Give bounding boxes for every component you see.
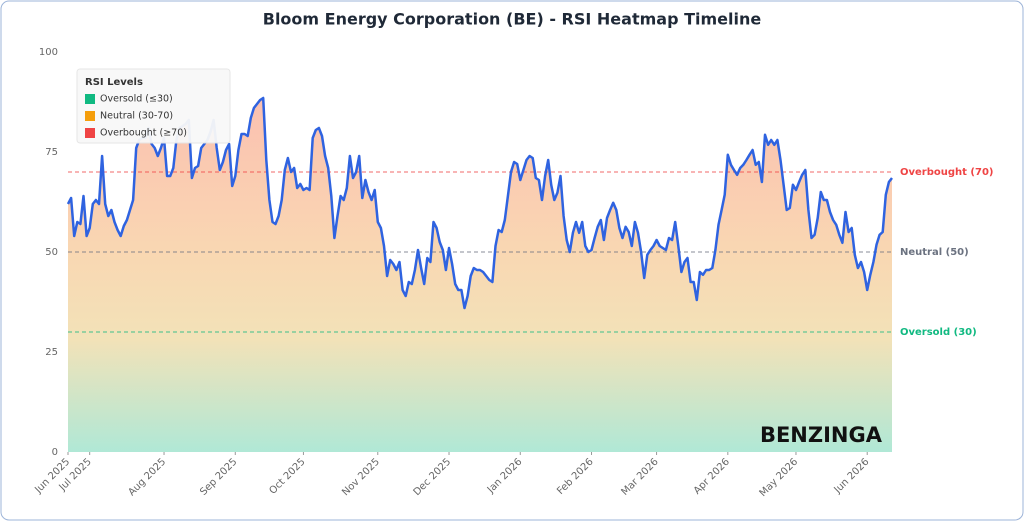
legend-label: Overbought (≥70) [100, 128, 187, 139]
y-tick-label: 50 [45, 247, 58, 258]
legend-label: Neutral (30-70) [100, 111, 173, 122]
watermark: BENZINGA [760, 423, 883, 447]
y-tick-label: 75 [45, 147, 58, 158]
legend-label: Oversold (≤30) [100, 94, 173, 105]
legend-swatch [85, 111, 95, 121]
y-tick-label: 0 [52, 447, 58, 458]
y-tick-label: 100 [39, 47, 58, 58]
legend-title: RSI Levels [85, 77, 143, 88]
reference-label: Overbought (70) [900, 167, 993, 178]
reference-label: Neutral (50) [900, 247, 969, 258]
area [68, 98, 892, 452]
legend-swatch [85, 94, 95, 104]
y-tick-label: 25 [45, 347, 58, 358]
legend-box [76, 68, 231, 144]
reference-label: Oversold (30) [900, 327, 977, 338]
legend-swatch [85, 128, 95, 138]
chart-title: Bloom Energy Corporation (BE) - RSI Heat… [263, 10, 762, 29]
